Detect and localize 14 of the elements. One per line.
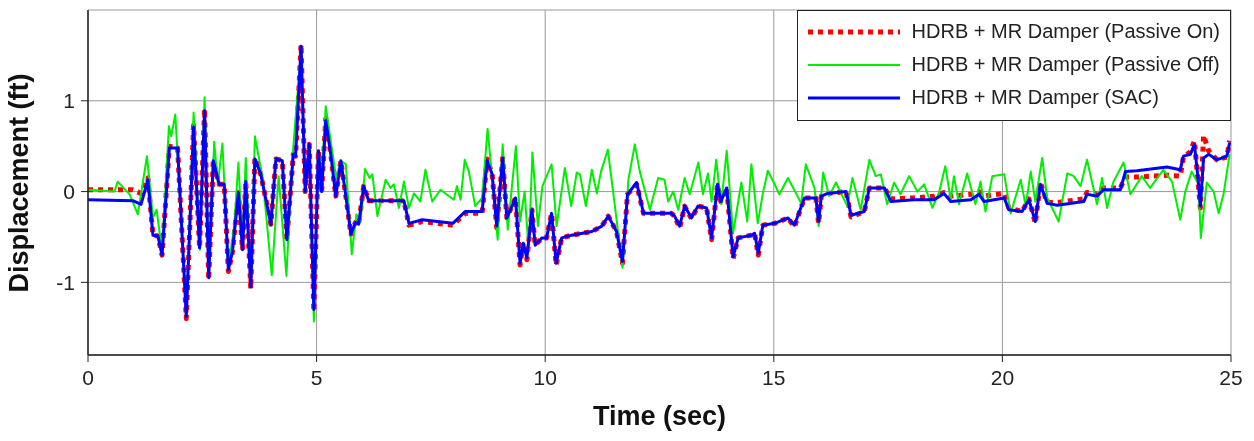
x-axis-title: Time (sec) [592,401,727,431]
y-tick-label: 1 [63,89,75,113]
x-tick-label: 5 [310,365,323,389]
legend-label: HDRB + MR Damper (Passive Off) [911,53,1220,76]
x-tick-label: 25 [1219,365,1243,389]
x-tick-label: 10 [533,365,557,389]
y-axis-title: Displacement (ft) [3,73,34,293]
y-tick-label: 0 [63,180,75,204]
x-tick-label: 0 [82,365,94,389]
legend-label: HDRB + MR Damper (Passive On) [911,20,1220,43]
x-tick-label: 15 [762,365,786,389]
legend-label: HDRB + MR Damper (SAC) [911,86,1159,109]
x-tick-label: 20 [990,365,1015,389]
y-tick-label: -1 [56,270,75,294]
